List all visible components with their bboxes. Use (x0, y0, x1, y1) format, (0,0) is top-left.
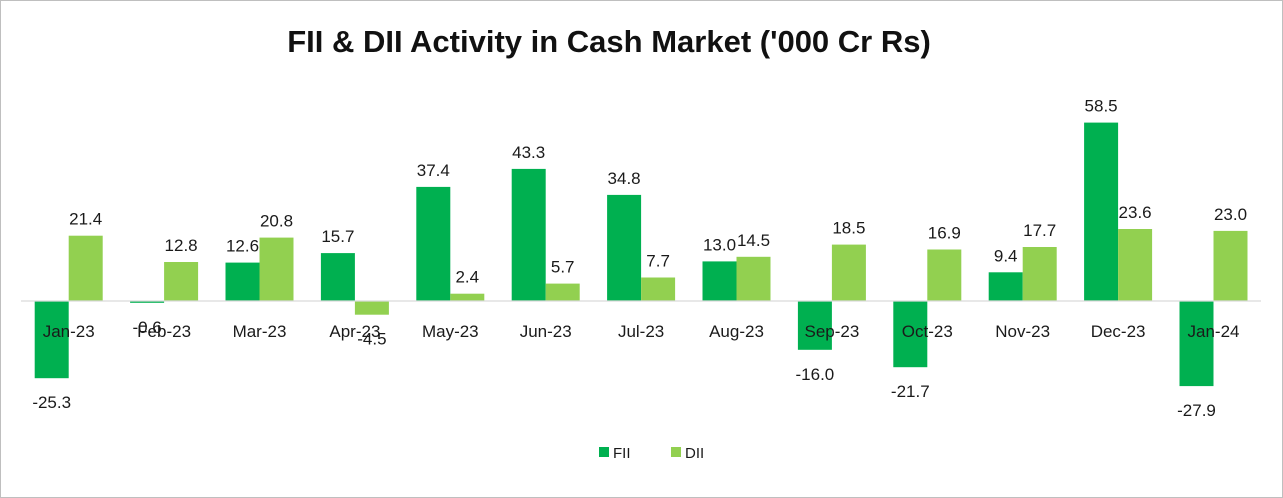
data-label-fii-may-23: 37.4 (417, 161, 450, 180)
x-tick-label-nov-23: Nov-23 (995, 322, 1050, 341)
data-label-dii-jan-24: 23.0 (1214, 205, 1247, 224)
bar-dii-aug-23 (736, 256, 771, 301)
x-tick-label-jul-23: Jul-23 (618, 322, 664, 341)
data-label-fii-jan-24: -27.9 (1177, 401, 1216, 420)
x-tick-label-apr-23: Apr-23 (329, 322, 380, 341)
bar-dii-jan-23 (68, 235, 103, 301)
x-tick-label-may-23: May-23 (422, 322, 479, 341)
x-tick-label-feb-23: Feb-23 (137, 322, 191, 341)
data-label-dii-may-23: 2.4 (455, 268, 479, 287)
data-label-fii-apr-23: 15.7 (321, 227, 354, 246)
data-label-dii-dec-23: 23.6 (1119, 203, 1152, 222)
legend-label-fii: FII (613, 445, 631, 462)
bar-fii-oct-23 (893, 301, 928, 368)
data-label-fii-aug-23: 13.0 (703, 235, 736, 254)
data-label-fii-nov-23: 9.4 (994, 246, 1018, 265)
bar-fii-may-23 (416, 186, 451, 301)
bar-fii-feb-23 (130, 301, 165, 303)
bar-dii-feb-23 (164, 262, 199, 301)
bar-dii-nov-23 (1022, 247, 1057, 301)
bar-dii-may-23 (450, 293, 485, 301)
data-label-dii-jun-23: 5.7 (551, 258, 575, 277)
x-tick-label-jan-23: Jan-23 (43, 322, 95, 341)
data-label-fii-mar-23: 12.6 (226, 237, 259, 256)
x-tick-label-mar-23: Mar-23 (233, 322, 287, 341)
bar-fii-mar-23 (225, 262, 260, 301)
bars-layer (34, 122, 1248, 387)
data-label-dii-oct-23: 16.9 (928, 224, 961, 243)
x-tick-labels: Jan-23 Feb-23 Mar-23 Apr-23 May-23 Jun-23 Jul-… (43, 322, 1240, 341)
x-tick-label-dec-23: Dec-23 (1091, 322, 1146, 341)
data-label-dii-apr-23: -4.5 (357, 330, 386, 349)
data-label-dii-mar-23: 20.8 (260, 212, 293, 231)
data-label-dii-sep-23: 18.5 (832, 219, 865, 238)
data-label-fii-oct-23: -21.7 (891, 382, 930, 401)
bar-fii-jun-23 (511, 168, 546, 301)
chart-title: FII & DII Activity in Cash Market ('000 … (287, 24, 931, 59)
data-label-dii-feb-23: 12.8 (165, 236, 198, 255)
x-tick-label-aug-23: Aug-23 (709, 322, 764, 341)
bar-fii-sep-23 (797, 301, 832, 350)
bar-fii-jan-24 (1179, 301, 1214, 387)
data-label-dii-aug-23: 14.5 (737, 231, 770, 250)
data-label-fii-sep-23: -16.0 (796, 365, 835, 384)
legend-swatch-dii (671, 447, 681, 457)
bar-dii-jun-23 (545, 283, 580, 301)
bar-dii-jan-24 (1213, 230, 1248, 301)
bar-fii-dec-23 (1084, 122, 1119, 301)
data-label-dii-nov-23: 17.7 (1023, 221, 1056, 240)
bar-fii-jul-23 (607, 194, 642, 301)
bar-dii-sep-23 (831, 244, 866, 301)
bar-fii-nov-23 (988, 272, 1023, 301)
bar-fii-aug-23 (702, 261, 737, 301)
data-label-fii-jul-23: 34.8 (608, 169, 641, 188)
data-labels: -25.3 21.4 -0.6 12.8 12.620.8 15.7 -4.5 37.4 2.4… (32, 97, 1247, 421)
bar-dii-oct-23 (927, 249, 962, 301)
legend-swatch-fii (599, 447, 609, 457)
data-label-fii-jan-23: -25.3 (32, 393, 71, 412)
bar-fii-jan-23 (34, 301, 69, 379)
legend-label-dii: DII (685, 445, 704, 462)
x-tick-label-jan-24: Jan-24 (1188, 322, 1240, 341)
bar-dii-dec-23 (1118, 229, 1153, 301)
x-tick-label-jun-23: Jun-23 (520, 322, 572, 341)
x-tick-label-sep-23: Sep-23 (804, 322, 859, 341)
data-label-dii-jul-23: 7.7 (646, 252, 670, 271)
bar-fii-apr-23 (320, 253, 355, 301)
data-label-fii-dec-23: 58.5 (1085, 97, 1118, 116)
bar-dii-apr-23 (354, 301, 389, 315)
x-tick-label-oct-23: Oct-23 (902, 322, 953, 341)
data-label-fii-feb-23: -0.6 (132, 318, 161, 337)
data-label-dii-jan-23: 21.4 (69, 210, 102, 229)
legend: FII DII (599, 445, 704, 462)
bar-dii-mar-23 (259, 237, 294, 301)
data-label-fii-jun-23: 43.3 (512, 143, 545, 162)
bar-dii-jul-23 (641, 277, 676, 301)
